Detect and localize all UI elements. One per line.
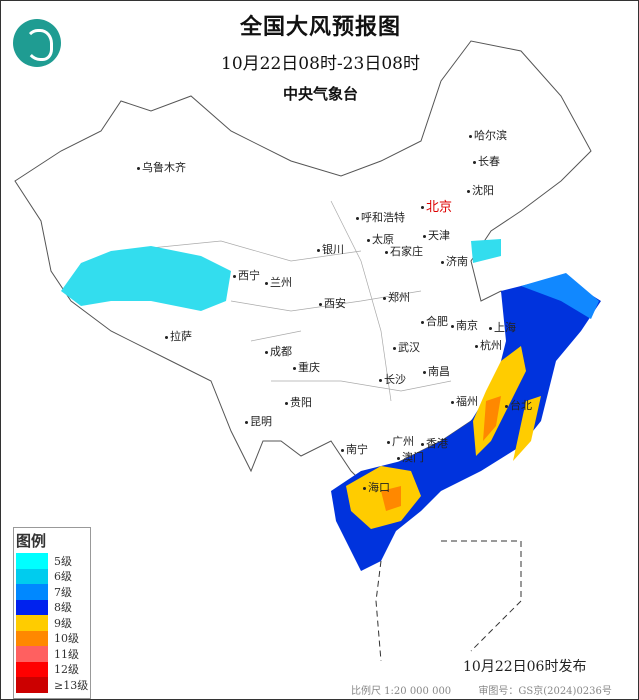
city-label: 哈尔滨 — [469, 127, 507, 143]
city-label: 长春 — [473, 153, 500, 169]
city-label: 长沙 — [379, 371, 406, 387]
legend-label: 10级 — [54, 632, 79, 646]
city-label: 南宁 — [341, 441, 368, 457]
city-label: 成都 — [265, 343, 292, 359]
city-label: 上海 — [489, 319, 516, 335]
legend-swatch — [16, 568, 48, 584]
legend-swatch — [16, 553, 48, 569]
legend-label: 12级 — [54, 663, 79, 677]
city-label: 西安 — [319, 295, 346, 311]
legend-title: 图例 — [16, 532, 47, 550]
legend-label: 8级 — [54, 601, 72, 615]
city-label: 银川 — [317, 241, 344, 257]
legend-item: 12级 — [14, 661, 90, 677]
map-title: 全国大风预报图 — [239, 14, 401, 40]
legend-swatch — [16, 599, 48, 615]
city-label: 合肥 — [421, 313, 448, 329]
map-footer: 比例尺 1:20 000 000 审图号：GS京(2024)0236号 — [351, 682, 636, 697]
wind-zone-6-north — [471, 239, 501, 263]
city-label: 西宁 — [233, 267, 260, 283]
agency: 中央气象台 — [282, 85, 358, 103]
city-label: 天津 — [423, 227, 450, 243]
south-china-sea-line — [375, 540, 522, 662]
legend: 图例 5级 6级 7级 8级 9级 10级 11级 12级 ≥13级 — [13, 527, 91, 699]
city-label: 郑州 — [383, 289, 410, 305]
city-label: 南京 — [451, 317, 478, 333]
issue-time: 10月22日06时发布 — [463, 659, 587, 675]
legend-item: 5级 — [14, 553, 90, 569]
city-label: 拉萨 — [165, 328, 192, 344]
city-label: 广州 — [387, 433, 414, 449]
legend-label: 9级 — [54, 616, 72, 630]
cma-logo — [13, 19, 61, 67]
city-label: 澳门 — [397, 449, 424, 465]
legend-label: ≥13级 — [54, 678, 89, 692]
capital-label: 北京 — [421, 196, 452, 215]
wind-zone-7-edge — [521, 273, 599, 319]
legend-item: 7级 — [14, 584, 90, 600]
city-label: 海口 — [363, 479, 390, 495]
legend-label: 5级 — [54, 554, 72, 568]
wind-zone-9-east-taiwan — [513, 396, 541, 461]
legend-item: 9级 — [14, 615, 90, 631]
city-label: 香港 — [421, 435, 448, 451]
city-label: 台北 — [505, 397, 532, 413]
city-label: 福州 — [451, 393, 478, 409]
city-label: 昆明 — [245, 413, 272, 429]
wind-zone-6 — [61, 246, 231, 311]
wind-zone-10-core — [483, 396, 501, 441]
legend-swatch — [16, 615, 48, 631]
city-label: 呼和浩特 — [356, 209, 405, 225]
city-label: 乌鲁木齐 — [137, 159, 186, 175]
map-number: 审图号：GS京(2024)0236号 — [478, 686, 612, 697]
legend-swatch — [16, 677, 48, 693]
legend-label: 6级 — [54, 570, 72, 584]
city-label: 重庆 — [293, 359, 320, 375]
legend-item: 8级 — [14, 599, 90, 615]
legend-item: ≥13级 — [14, 677, 90, 693]
legend-swatch — [16, 584, 48, 600]
city-label: 南昌 — [423, 363, 450, 379]
city-label: 石家庄 — [385, 243, 423, 259]
legend-item: 10级 — [14, 630, 90, 646]
legend-label: 7级 — [54, 585, 72, 599]
legend-item: 6级 — [14, 568, 90, 584]
city-label: 武汉 — [393, 339, 420, 355]
city-label: 济南 — [441, 253, 468, 269]
scale-text: 比例尺 1:20 000 000 — [351, 686, 452, 697]
legend-swatch — [16, 630, 48, 646]
legend-swatch — [16, 661, 48, 677]
legend-item: 11级 — [14, 646, 90, 662]
legend-swatch — [16, 646, 48, 662]
city-label: 沈阳 — [467, 182, 494, 198]
city-label: 兰州 — [265, 274, 292, 290]
forecast-period: 10月22日08时-23日08时 — [221, 54, 420, 74]
city-label: 杭州 — [475, 337, 502, 353]
city-label: 贵阳 — [285, 394, 312, 410]
legend-label: 11级 — [54, 647, 79, 661]
